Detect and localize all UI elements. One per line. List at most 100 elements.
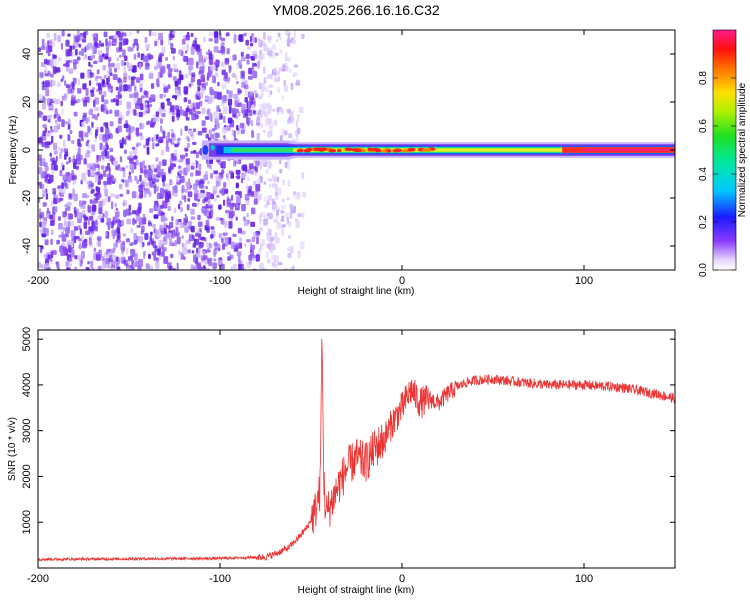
noise-blob xyxy=(267,195,272,201)
noise-blob xyxy=(85,230,90,235)
noise-blob xyxy=(249,96,252,102)
snr-xlabel: Height of straight line (km) xyxy=(298,585,415,596)
noise-blob xyxy=(171,48,176,54)
noise-blob xyxy=(205,186,209,190)
noise-blob xyxy=(42,130,46,137)
noise-blob xyxy=(267,104,272,112)
noise-blob xyxy=(104,99,109,105)
noise-blob xyxy=(135,261,140,268)
noise-blob xyxy=(44,262,49,269)
noise-blob xyxy=(186,43,189,51)
noise-blob xyxy=(57,35,62,43)
noise-blob xyxy=(81,250,85,259)
noise-blob xyxy=(110,221,114,229)
noise-blob xyxy=(182,247,188,255)
noise-blob xyxy=(188,65,194,70)
noise-blob xyxy=(238,264,243,270)
noise-blob xyxy=(76,208,79,217)
noise-blob xyxy=(245,53,250,59)
noise-blob xyxy=(77,78,80,86)
noise-blob xyxy=(217,91,222,100)
noise-blob xyxy=(98,206,103,215)
noise-blob xyxy=(286,197,290,201)
noise-blob xyxy=(144,102,148,106)
noise-blob xyxy=(230,194,234,201)
noise-blob xyxy=(118,41,122,50)
noise-blob xyxy=(158,255,162,260)
noise-blob xyxy=(62,246,67,255)
noise-blob xyxy=(158,161,162,167)
noise-blob xyxy=(236,80,239,85)
noise-blob xyxy=(170,253,174,259)
noise-blob xyxy=(263,76,267,84)
noise-blob xyxy=(44,228,49,236)
noise-blob xyxy=(287,180,291,187)
noise-blob xyxy=(201,127,207,133)
noise-blob xyxy=(222,243,226,250)
noise-blob xyxy=(196,253,201,258)
noise-blob xyxy=(290,116,295,124)
noise-blob xyxy=(132,261,136,268)
noise-blob xyxy=(268,159,272,168)
noise-blob xyxy=(73,226,78,231)
noise-blob xyxy=(268,39,272,44)
noise-blob xyxy=(119,183,123,190)
noise-blob xyxy=(274,74,277,82)
noise-blob xyxy=(132,217,135,224)
noise-blob xyxy=(115,62,121,70)
noise-blob xyxy=(60,148,64,153)
noise-blob xyxy=(122,49,126,58)
noise-blob xyxy=(162,131,166,139)
noise-blob xyxy=(61,108,64,115)
noise-blob xyxy=(301,191,307,198)
noise-blob xyxy=(280,218,285,222)
noise-blob xyxy=(210,193,215,200)
noise-blob xyxy=(43,58,48,64)
noise-blob xyxy=(138,202,142,211)
noise-blob xyxy=(230,241,234,249)
noise-blob xyxy=(119,54,122,58)
noise-blob xyxy=(150,94,156,102)
noise-blob xyxy=(146,63,150,67)
noise-blob xyxy=(243,84,249,90)
noise-blob xyxy=(281,204,286,210)
noise-blob xyxy=(115,99,119,106)
noise-blob xyxy=(52,40,55,47)
noise-blob xyxy=(90,89,94,93)
noise-blob xyxy=(163,228,167,235)
noise-blob xyxy=(95,164,100,169)
noise-blob xyxy=(104,210,109,219)
noise-blob xyxy=(233,160,236,167)
noise-blob xyxy=(301,33,305,39)
noise-blob xyxy=(286,39,291,47)
noise-blob xyxy=(190,165,195,170)
noise-blob xyxy=(59,152,62,160)
noise-blob xyxy=(111,254,117,259)
noise-blob xyxy=(58,216,61,221)
noise-blob xyxy=(119,156,123,163)
noise-blob xyxy=(174,240,177,247)
noise-blob xyxy=(188,234,194,242)
noise-blob xyxy=(121,219,124,227)
noise-blob xyxy=(213,132,218,141)
noise-blob xyxy=(221,83,227,90)
noise-blob xyxy=(228,237,232,245)
signal-onset-blob xyxy=(202,145,209,155)
noise-blob xyxy=(82,39,87,43)
noise-blob xyxy=(158,171,163,178)
noise-blob xyxy=(73,236,77,244)
noise-blob xyxy=(227,98,233,106)
noise-blob xyxy=(49,152,52,157)
noise-blob xyxy=(131,191,137,199)
noise-blob xyxy=(167,39,171,45)
noise-blob xyxy=(86,180,90,185)
colorbar-tick-label: 0.4 xyxy=(698,167,709,181)
spectrogram-image xyxy=(38,30,675,270)
colorbar-frame xyxy=(712,29,737,271)
noise-blob xyxy=(70,230,76,238)
noise-blob xyxy=(237,173,240,180)
noise-blob xyxy=(115,164,121,171)
noise-blob xyxy=(143,251,146,259)
noise-blob xyxy=(242,164,248,172)
noise-blob xyxy=(144,91,149,98)
